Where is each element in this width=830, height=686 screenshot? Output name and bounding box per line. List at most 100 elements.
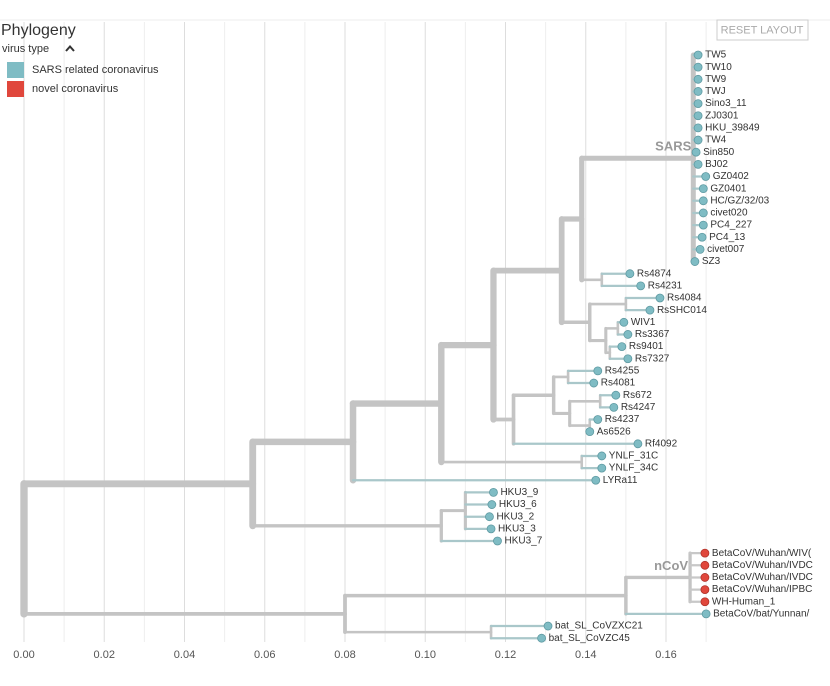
tip (693, 62, 703, 72)
tip-label: HKU3_3 (498, 523, 536, 534)
tip (585, 427, 595, 437)
tip-label: GZ0402 (713, 171, 750, 182)
tip (701, 172, 711, 181)
tip-label: Rs4874 (637, 268, 672, 279)
tip (693, 50, 703, 60)
reset-button-label[interactable]: RESET LAYOUT (721, 24, 804, 36)
tip (611, 390, 621, 400)
tip-label: BetaCoV/bat/Yunnan/ (713, 609, 809, 620)
tip-label: YNLF_34C (609, 463, 658, 474)
tip (700, 560, 710, 570)
tip-label: Rs9401 (629, 341, 664, 352)
tip-label: TW4 (705, 135, 727, 146)
tip (690, 257, 700, 266)
tip (597, 451, 607, 461)
legend-label: novel coronavirus (32, 83, 119, 95)
tip (693, 74, 703, 84)
tip (693, 135, 703, 145)
tip (636, 281, 646, 291)
tip-label: civet007 (707, 244, 745, 255)
tip (633, 439, 643, 449)
tip-label: HC/GZ/32/03 (710, 195, 769, 206)
tip (693, 123, 703, 133)
tip (693, 87, 703, 96)
x-tick-label: 0.10 (415, 649, 436, 661)
tip-label: HKU_39849 (705, 123, 760, 134)
tip-label: Rs672 (623, 390, 652, 401)
tip (693, 111, 703, 121)
tip (655, 293, 665, 303)
tip (537, 633, 547, 643)
legend: SARS related coronavirus novel coronaviru… (7, 62, 159, 97)
tip (543, 621, 553, 631)
tip (593, 415, 603, 424)
tip-label: RsSHC014 (657, 305, 707, 316)
tip (700, 573, 710, 582)
tip-label: BetaCoV/Wuhan/IPBC (712, 584, 812, 595)
tip-label: bat_SL_CoVZC45 (549, 633, 631, 644)
tip (617, 342, 627, 352)
tip-label: HKU3_9 (500, 487, 538, 498)
tip (485, 512, 494, 522)
x-tick-label: 0.12 (495, 649, 516, 661)
clade-label: SARS (655, 139, 691, 154)
tip (597, 463, 607, 473)
tip-label: BetaCoV/Wuhan/IVDC (712, 560, 813, 571)
tip-label: bat_SL_CoVZXC21 (555, 621, 643, 632)
tip-label: Rf4092 (645, 438, 678, 449)
chart-title: Phylogeny (1, 22, 76, 39)
tip-label: civet020 (710, 208, 748, 219)
tip (589, 378, 599, 388)
tip (691, 147, 701, 157)
grid: 0.00 0.02 0.04 0.06 0.08 0.10 0.12 0.14 0.16 (13, 22, 707, 661)
x-tick-label: 0.02 (94, 649, 115, 661)
tip (698, 208, 708, 218)
tip (698, 220, 708, 230)
reset-button[interactable]: RESET LAYOUT (716, 19, 809, 41)
tip-label: BetaCoV/Wuhan/WIV( (712, 548, 812, 559)
tip-label: ZJ0301 (705, 110, 739, 121)
reset-button-box[interactable] (716, 19, 809, 41)
tip-label: TW10 (705, 62, 732, 73)
x-tick-label: 0.06 (254, 649, 275, 661)
legend-toggle-icon[interactable] (65, 44, 75, 52)
tip-label: HKU3_2 (496, 511, 534, 522)
tip-label: As6526 (597, 426, 631, 437)
legend-title[interactable]: virus type (2, 43, 49, 55)
tip-label: TWJ (705, 86, 726, 97)
tip (623, 330, 633, 339)
tip-label: Rs4255 (605, 366, 640, 377)
tip (693, 99, 703, 108)
tip-label: Sin850 (703, 147, 735, 158)
tip-label: YNLF_31C (609, 451, 658, 462)
tip (698, 196, 708, 206)
tip-label: Rs4084 (667, 293, 702, 304)
x-tick-label: 0.04 (174, 649, 195, 661)
tip-label: TW5 (705, 50, 727, 61)
tip-label: BetaCoV/Wuhan/IVDC (712, 572, 813, 583)
tip-label: Rs3367 (635, 329, 670, 340)
tip (698, 184, 708, 194)
x-tick-label: 0.08 (334, 649, 355, 661)
tip-label: SZ3 (702, 256, 721, 267)
tip (619, 317, 629, 327)
tip (645, 305, 655, 315)
tip-label: GZ0401 (710, 183, 747, 194)
tip-label: Rs4081 (601, 378, 636, 389)
tip (593, 366, 603, 376)
tip-label: TW9 (705, 74, 727, 85)
tip (486, 524, 496, 534)
tip (701, 609, 711, 619)
tip-label: WH-Human_1 (712, 596, 776, 607)
legend-label: SARS related coronavirus (32, 64, 159, 76)
x-tick-label: 0.16 (655, 649, 676, 661)
tip-label: PC4_227 (710, 220, 752, 231)
tip-label: Sino3_11 (705, 98, 747, 109)
tip (695, 244, 705, 254)
tip-label: PC4_13 (709, 232, 746, 243)
tip (609, 402, 619, 412)
tip-label: Rs4237 (605, 414, 640, 425)
legend-swatch (7, 81, 24, 97)
